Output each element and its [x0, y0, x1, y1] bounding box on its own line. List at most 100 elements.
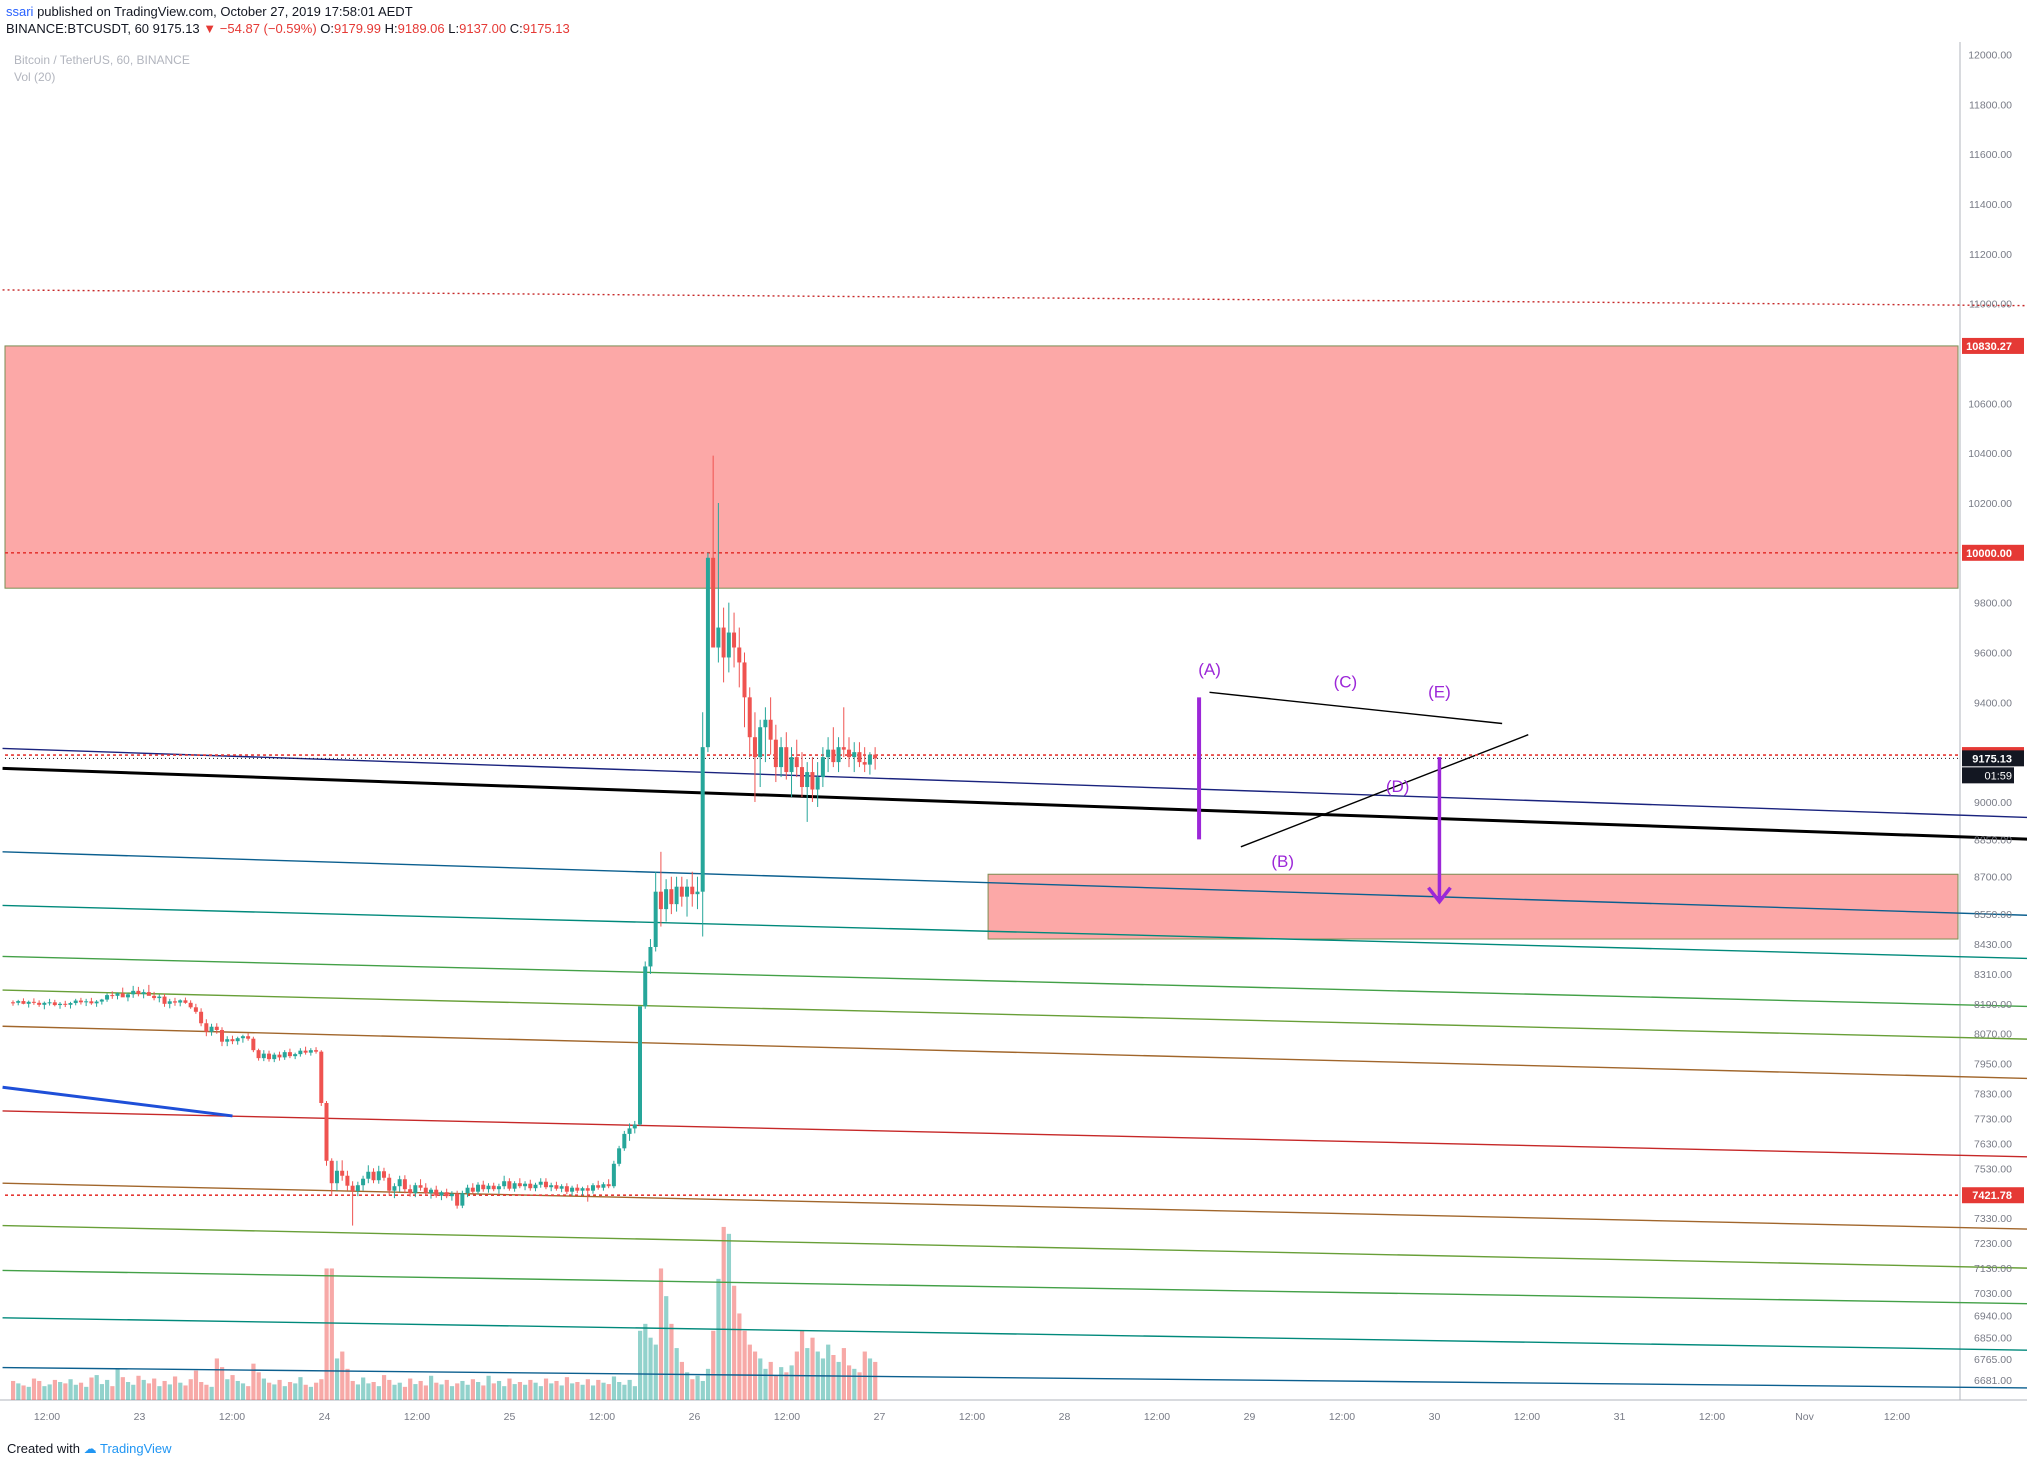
candle — [496, 1183, 501, 1194]
trendline-6 — [2, 955, 2027, 1008]
volume-bar — [319, 1379, 324, 1400]
candle-body — [350, 1185, 355, 1192]
candle — [601, 1182, 606, 1191]
candle — [371, 1168, 376, 1184]
time-tick-label: 30 — [1429, 1411, 1441, 1423]
volume-bar — [585, 1379, 590, 1400]
candle-body — [251, 1038, 256, 1051]
candle — [199, 1008, 204, 1027]
volume-bar — [507, 1378, 512, 1400]
volume-bar — [705, 1368, 711, 1400]
candle-body — [491, 1185, 496, 1190]
volume-bar — [167, 1384, 172, 1400]
candle — [742, 652, 747, 728]
candle-body — [345, 1175, 350, 1186]
volume-bar — [11, 1380, 16, 1400]
volume-bar — [606, 1384, 611, 1400]
candle — [538, 1178, 543, 1188]
volume-bar — [486, 1375, 491, 1400]
time-tick-label: 12:00 — [34, 1411, 60, 1423]
candle-body — [690, 886, 695, 895]
candle-body — [303, 1050, 308, 1053]
candle — [867, 752, 872, 775]
candle-body — [408, 1189, 413, 1194]
candle — [73, 998, 78, 1006]
price-tick-label: 7530.00 — [1974, 1163, 2012, 1175]
candle-body — [873, 754, 878, 759]
candle — [246, 1033, 251, 1041]
candle-body — [267, 1053, 272, 1060]
price-tick-label: 7630.00 — [1974, 1138, 2012, 1150]
candle — [42, 1001, 47, 1010]
candle-body — [674, 886, 679, 905]
candle — [340, 1160, 345, 1181]
candle — [26, 1000, 31, 1008]
volume-bar — [523, 1384, 528, 1400]
candle — [282, 1050, 287, 1060]
volume-bar — [418, 1380, 423, 1400]
time-tick-label: 12:00 — [404, 1411, 430, 1423]
volume-bar — [345, 1368, 350, 1400]
candle-body — [721, 627, 726, 658]
candle-body — [580, 1188, 585, 1191]
candle-body — [298, 1050, 303, 1055]
volume-bar — [679, 1361, 684, 1400]
candle — [690, 871, 695, 907]
price-tick-label: 9800.00 — [1974, 598, 2012, 610]
candle-body — [136, 990, 141, 995]
candle-body — [162, 996, 167, 1004]
volume-bar — [246, 1386, 251, 1400]
volume-bar — [517, 1382, 523, 1400]
volume-bar — [261, 1378, 266, 1400]
high-value: 9189.06 — [397, 21, 445, 36]
candle — [434, 1185, 439, 1198]
candle — [37, 1000, 42, 1007]
candle-body — [758, 727, 763, 758]
volume-title: Vol (20) — [14, 70, 55, 84]
volume-bar — [355, 1384, 361, 1400]
candle-body — [94, 1001, 99, 1004]
candle — [120, 987, 125, 998]
volume-bar — [178, 1382, 183, 1400]
time-tick-label: 27 — [874, 1411, 886, 1423]
candle — [402, 1175, 407, 1194]
candle-body — [105, 995, 110, 1000]
candle — [141, 989, 146, 999]
candle — [99, 998, 104, 1005]
candle-body — [434, 1189, 439, 1196]
volume-bar — [444, 1379, 449, 1400]
volume-bar — [496, 1380, 502, 1400]
volume-bar — [350, 1380, 355, 1400]
candle — [570, 1185, 575, 1196]
volume-bar — [491, 1383, 496, 1400]
author-link[interactable]: ssari — [6, 4, 34, 19]
trendline-12 — [2, 1269, 2027, 1305]
volume-bar — [63, 1383, 68, 1400]
price-tick-label: 7230.00 — [1974, 1238, 2012, 1250]
volume-bar — [52, 1379, 57, 1400]
volume-bar — [726, 1233, 732, 1400]
candle-body — [716, 627, 721, 648]
volume-bar — [235, 1380, 240, 1400]
candle-body — [235, 1038, 240, 1042]
price-tick-label: 10200.00 — [1968, 498, 2012, 510]
volume-bar — [240, 1383, 246, 1400]
candle-body — [11, 1002, 15, 1004]
volume-bar — [120, 1377, 125, 1400]
candle-body — [486, 1185, 491, 1190]
candle-body — [293, 1054, 298, 1057]
volume-bar — [408, 1378, 413, 1400]
volume-bar — [225, 1379, 230, 1400]
price-tick-label: 8190.00 — [1974, 999, 2012, 1011]
brand-link[interactable]: TradingView — [100, 1441, 172, 1456]
volume-bar — [826, 1344, 831, 1400]
candle-body — [481, 1184, 486, 1190]
candle — [831, 727, 836, 768]
volume-bar — [214, 1358, 219, 1400]
volume-bar — [664, 1296, 669, 1400]
candle-body — [653, 891, 658, 948]
candle — [31, 998, 36, 1005]
trendline-10 — [2, 1182, 2027, 1230]
close-label: C: — [509, 21, 523, 36]
